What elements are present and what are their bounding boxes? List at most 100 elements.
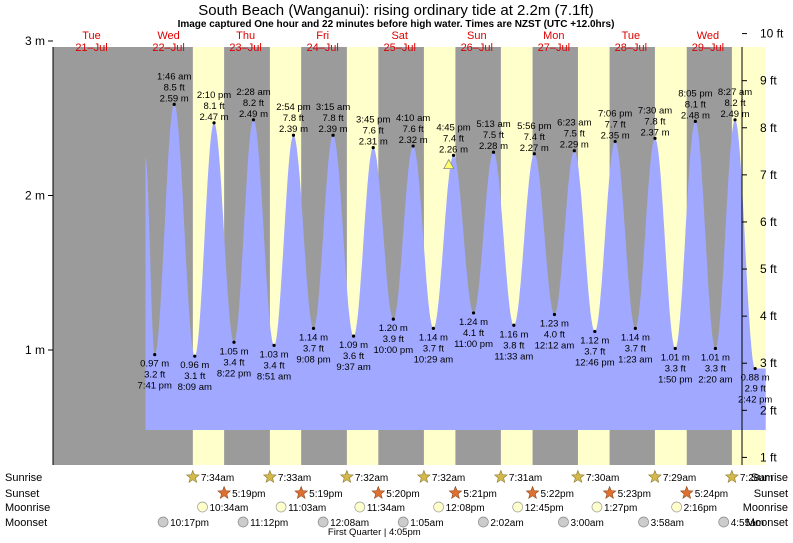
high-tide-feet: 7.6 ft: [363, 126, 384, 137]
sunrise-time: 7:29am: [663, 473, 696, 484]
sunset-icon: [679, 485, 694, 499]
low-tide-time: 12:46 pm: [575, 357, 615, 368]
event-row-label-left: Sunset: [5, 488, 39, 500]
low-tide-feet: 3.7 ft: [625, 343, 646, 354]
day-date: 24–Jul: [306, 42, 338, 54]
current-tide-marker: [443, 158, 455, 170]
moonrise-icon: [512, 501, 524, 513]
left-tick-label: 1 m: [25, 343, 45, 357]
high-tide-time: 3:15 am: [316, 102, 350, 113]
moonset-icon: [237, 516, 249, 528]
day-date: 25–Jul: [384, 42, 416, 54]
moonrise-icon: [354, 501, 366, 513]
event-row-label-right: Sunrise: [751, 472, 788, 484]
moonset-time: 2:02am: [490, 518, 523, 529]
high-tide-feet: 7.6 ft: [403, 124, 424, 135]
tide-point: [212, 121, 216, 125]
tide-point: [371, 146, 375, 150]
low-tide-time: 11:33 am: [494, 351, 533, 362]
high-tide-time: 7:06 pm: [598, 108, 632, 119]
day-name: Thu: [236, 30, 255, 42]
low-tide-time: 1:50 pm: [658, 374, 692, 385]
day-date: 21–Jul: [75, 42, 107, 54]
tide-point: [733, 118, 737, 122]
tide-point: [753, 366, 757, 371]
high-tide-time: 1:46 am: [157, 71, 191, 82]
low-tide-meters: 1.14 m: [419, 332, 448, 343]
tide-point: [713, 346, 717, 351]
low-tide-feet: 3.8 ft: [503, 340, 524, 351]
right-tick-label: 1 ft: [760, 450, 777, 464]
right-tick-label: 2 ft: [760, 403, 777, 417]
sunset-icon: [294, 485, 309, 499]
moonset-time: 12:08am: [330, 518, 369, 529]
sunrise-icon: [185, 469, 200, 483]
moonrise-time: 12:08pm: [446, 503, 485, 514]
day-name: Mon: [543, 30, 564, 42]
moonrise-icon: [671, 501, 682, 513]
sunset-icon: [602, 485, 617, 499]
tide-point: [153, 353, 157, 357]
sunset-time: 5:21pm: [463, 489, 496, 500]
tide-point: [693, 119, 697, 123]
tide-point: [172, 102, 176, 106]
low-tide-meters: 1.09 m: [339, 340, 368, 351]
right-tick-label: 10 ft: [760, 27, 784, 41]
high-tide-meters: 2.26 m: [439, 144, 468, 155]
sunrise-icon: [647, 469, 662, 483]
high-tide-meters: 2.59 m: [160, 93, 189, 104]
high-tide-time: 5:13 am: [476, 119, 510, 130]
low-tide-feet: 3.3 ft: [665, 363, 686, 374]
high-tide-time: 7:30 am: [638, 105, 672, 116]
low-tide-time: 10:29 am: [414, 354, 454, 365]
high-tide-feet: 7.4 ft: [443, 133, 464, 144]
low-tide-time: 11:00 pm: [454, 339, 493, 350]
sunset-icon: [217, 485, 232, 499]
right-tick-label: 9 ft: [760, 74, 777, 88]
low-tide-meters: 1.01 m: [701, 352, 730, 363]
moonrise-time: 11:34am: [367, 503, 405, 514]
tide-point: [391, 317, 395, 321]
sunset-time: 5:19pm: [309, 489, 342, 500]
day-name: Tue: [82, 30, 101, 42]
tide-point: [331, 133, 335, 137]
tide-point: [532, 152, 536, 156]
sunrise-time: 7:32am: [432, 473, 465, 484]
tide-point: [673, 346, 677, 351]
sunrise-time: 7:33am: [278, 473, 311, 484]
high-tide-time: 2:54 pm: [276, 102, 310, 113]
day-date: 23–Jul: [229, 42, 261, 54]
moonrise-time: 11:03am: [288, 503, 326, 514]
low-tide-meters: 1.05 m: [219, 346, 248, 357]
sunset-icon: [525, 485, 540, 499]
day-date: 26–Jul: [461, 42, 493, 54]
low-tide-meters: 0.96 m: [180, 360, 209, 371]
day-labels: Tue21–JulWed22–JulThu23–JulFri24–JulSat2…: [75, 30, 724, 54]
high-tide-feet: 8.2 ft: [724, 98, 745, 109]
low-tide-time: 8:51 am: [257, 371, 291, 382]
low-tide-time: 8:09 am: [178, 382, 212, 393]
day-date: 27–Jul: [538, 42, 570, 54]
high-tide-feet: 7.8 ft: [283, 113, 304, 124]
low-tide-meters: 1.20 m: [379, 323, 408, 334]
sunrise-time: 7:32am: [355, 473, 388, 484]
high-tide-feet: 7.7 ft: [605, 119, 626, 130]
low-tide-time: 8:22 pm: [217, 368, 251, 379]
moonset-time: 1:05am: [410, 518, 443, 529]
high-tide-time: 8:05 pm: [678, 88, 712, 99]
event-row-label-right: Moonset: [746, 517, 788, 529]
low-tide-feet: 3.4 ft: [223, 357, 244, 368]
high-tide-feet: 8.1 ft: [203, 101, 224, 112]
high-tide-time: 2:28 am: [236, 87, 270, 98]
high-tide-meters: 2.27 m: [520, 143, 549, 154]
tide-point: [351, 334, 356, 338]
chart-subtitle: Image captured One hour and 22 minutes b…: [178, 19, 615, 30]
right-tick-label: 3 ft: [760, 356, 777, 370]
moonset-time: 3:00am: [570, 518, 603, 529]
low-tide-feet: 3.9 ft: [383, 334, 404, 345]
moonrise-time: 12:45pm: [525, 503, 564, 514]
low-tide-meters: 1.12 m: [580, 335, 609, 346]
left-tick-label: 2 m: [25, 189, 45, 203]
moonrise-time: 1:27pm: [604, 503, 637, 514]
